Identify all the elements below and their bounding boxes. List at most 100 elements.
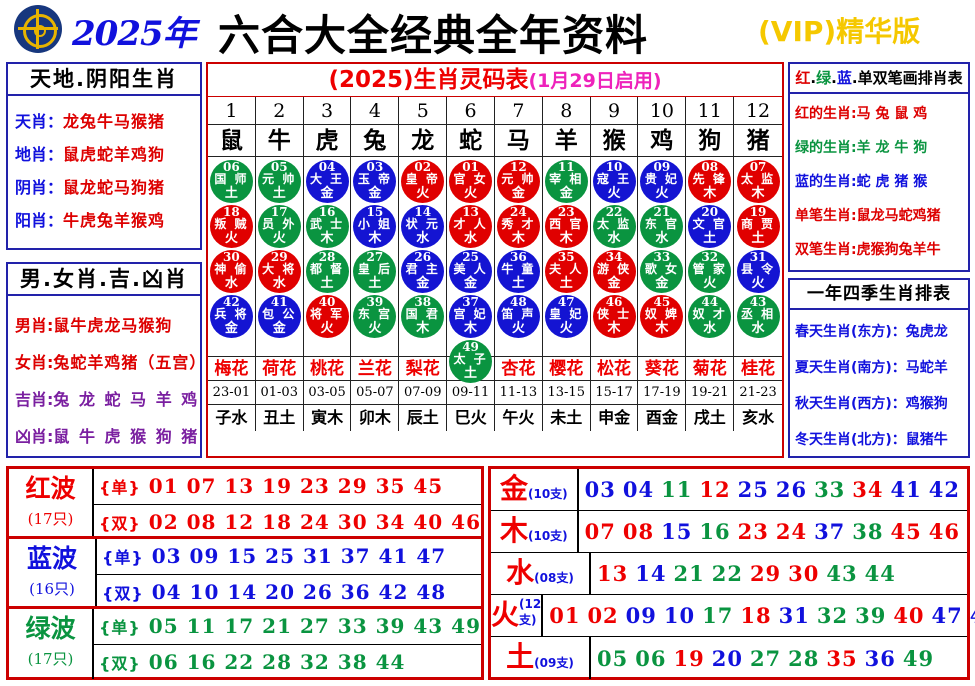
element-number[interactable]: 09 bbox=[625, 603, 657, 628]
element-number[interactable]: 34 bbox=[852, 477, 884, 502]
zodiac-number-ball[interactable]: 47 皇 妃火 bbox=[544, 295, 588, 338]
element-number[interactable]: 06 bbox=[635, 645, 667, 671]
zodiac-number-ball[interactable]: 45 奴 婢木 bbox=[640, 295, 684, 338]
zodiac-number-ball[interactable]: 12 元 帅金 bbox=[496, 160, 540, 203]
zodiac-number-ball[interactable]: 48 笛 声火 bbox=[496, 295, 540, 338]
zodiac-number-ball[interactable]: 11 宰 相金 bbox=[544, 160, 588, 203]
element-number[interactable]: 44 bbox=[864, 561, 896, 586]
element-number[interactable]: 16 bbox=[699, 519, 731, 544]
element-number[interactable]: 19 bbox=[673, 645, 705, 671]
zodiac-number-ball[interactable]: 49 太 子土 bbox=[449, 340, 493, 383]
zodiac-number-ball[interactable]: 05 元 帅土 bbox=[257, 160, 301, 203]
zodiac-number-ball[interactable]: 10 寇 王火 bbox=[592, 160, 636, 203]
element-number[interactable]: 47 bbox=[931, 603, 963, 628]
zodiac-number-ball[interactable]: 37 宫 妃木 bbox=[449, 295, 493, 338]
zodiac-number-ball[interactable]: 20 文 官土 bbox=[688, 205, 732, 248]
zodiac-number-ball[interactable]: 41 包 公金 bbox=[257, 295, 301, 338]
zodiac-number-ball[interactable]: 24 秀 才木 bbox=[496, 205, 540, 248]
element-number[interactable]: 14 bbox=[635, 561, 667, 586]
zodiac-number-ball[interactable]: 21 东 官水 bbox=[640, 205, 684, 248]
zodiac-number-ball[interactable]: 19 商 贾土 bbox=[736, 205, 780, 248]
element-number[interactable]: 39 bbox=[855, 603, 887, 628]
element-number[interactable]: 10 bbox=[663, 603, 696, 628]
zodiac-number-ball[interactable]: 42 兵 将金 bbox=[209, 295, 253, 338]
element-number[interactable]: 25 bbox=[737, 477, 769, 502]
zodiac-number-ball[interactable]: 31 县 令火 bbox=[736, 250, 780, 293]
zodiac-number-ball[interactable]: 06 国 师土 bbox=[209, 160, 253, 203]
element-number[interactable]: 48 bbox=[970, 603, 975, 628]
element-number[interactable]: 07 bbox=[584, 519, 616, 544]
zodiac-number-ball[interactable]: 32 管 家火 bbox=[688, 250, 732, 293]
zodiac-flower-cell: 兰花 bbox=[351, 357, 400, 381]
element-number[interactable]: 29 bbox=[749, 561, 782, 586]
element-number[interactable]: 18 bbox=[740, 603, 772, 628]
element-number[interactable]: 37 bbox=[814, 519, 846, 544]
zodiac-number-ball[interactable]: 43 丞 相水 bbox=[736, 295, 780, 338]
element-number[interactable]: 26 bbox=[775, 477, 808, 502]
element-number[interactable]: 23 bbox=[737, 519, 769, 544]
element-number[interactable]: 08 bbox=[622, 519, 655, 544]
element-number[interactable]: 01 bbox=[549, 603, 581, 628]
zodiac-number-ball[interactable]: 39 东 宫火 bbox=[353, 295, 397, 338]
zodiac-number-ball[interactable]: 29 大 将水 bbox=[257, 250, 301, 293]
zodiac-number-ball[interactable]: 26 君 主金 bbox=[401, 250, 445, 293]
zodiac-number-ball[interactable]: 38 国 君木 bbox=[401, 295, 445, 338]
zodiac-number-ball[interactable]: 14 状 元水 bbox=[401, 205, 445, 248]
zodiac-number-ball[interactable]: 03 玉 帝金 bbox=[353, 160, 397, 203]
element-number[interactable]: 42 bbox=[928, 477, 960, 502]
zodiac-number-ball[interactable]: 25 美 人金 bbox=[449, 250, 493, 293]
element-number[interactable]: 15 bbox=[661, 519, 693, 544]
zodiac-number-ball[interactable]: 23 西 官木 bbox=[544, 205, 588, 248]
zodiac-number-ball[interactable]: 13 才 人水 bbox=[449, 205, 493, 248]
element-number[interactable]: 43 bbox=[826, 561, 858, 586]
zodiac-number-ball[interactable]: 16 武 士木 bbox=[305, 205, 349, 248]
zodiac-number-ball[interactable]: 01 官 女火 bbox=[449, 160, 493, 203]
element-number[interactable]: 30 bbox=[788, 561, 820, 586]
element-number[interactable]: 13 bbox=[597, 561, 629, 586]
zodiac-number-ball[interactable]: 27 皇 后土 bbox=[353, 250, 397, 293]
element-number[interactable]: 12 bbox=[699, 477, 731, 502]
element-number[interactable]: 21 bbox=[673, 561, 705, 586]
zodiac-number-ball[interactable]: 35 夫 人土 bbox=[544, 250, 588, 293]
zodiac-number-ball[interactable]: 02 皇 帝火 bbox=[401, 160, 445, 203]
element-number[interactable]: 04 bbox=[622, 477, 655, 502]
ball-number: 04 bbox=[318, 160, 336, 174]
zodiac-number-ball[interactable]: 15 小 姐木 bbox=[353, 205, 397, 248]
element-number[interactable]: 05 bbox=[597, 645, 629, 671]
element-number[interactable]: 38 bbox=[852, 519, 884, 544]
zodiac-number-ball[interactable]: 17 员 外火 bbox=[257, 205, 301, 248]
zodiac-number-ball[interactable]: 07 太 监木 bbox=[736, 160, 780, 203]
element-number[interactable]: 40 bbox=[893, 603, 925, 628]
zodiac-number-ball[interactable]: 22 太 监水 bbox=[592, 205, 636, 248]
zodiac-number-ball[interactable]: 09 贵 妃火 bbox=[640, 160, 684, 203]
element-number[interactable]: 11 bbox=[661, 477, 693, 502]
element-number[interactable]: 45 bbox=[890, 519, 922, 544]
element-number[interactable]: 36 bbox=[864, 645, 896, 671]
element-number[interactable]: 31 bbox=[778, 603, 810, 628]
element-number[interactable]: 02 bbox=[587, 603, 619, 628]
zodiac-number-ball[interactable]: 46 侠 士木 bbox=[592, 295, 636, 338]
element-number[interactable]: 33 bbox=[814, 477, 846, 502]
element-number[interactable]: 20 bbox=[711, 645, 743, 671]
element-number[interactable]: 27 bbox=[749, 645, 782, 671]
element-number[interactable]: 22 bbox=[711, 561, 743, 586]
element-number[interactable]: 03 bbox=[584, 477, 616, 502]
element-number[interactable]: 49 bbox=[902, 645, 935, 671]
zodiac-number-ball[interactable]: 44 奴 才水 bbox=[688, 295, 732, 338]
element-number[interactable]: 24 bbox=[775, 519, 808, 544]
zodiac-number-ball[interactable]: 08 先 锋木 bbox=[688, 160, 732, 203]
element-number[interactable]: 35 bbox=[826, 645, 858, 671]
element-number[interactable]: 46 bbox=[928, 519, 960, 544]
zodiac-number-ball[interactable]: 40 将 军火 bbox=[305, 295, 349, 338]
zodiac-number-ball[interactable]: 18 叛 贼火 bbox=[209, 205, 253, 248]
element-number[interactable]: 17 bbox=[702, 603, 734, 628]
element-number[interactable]: 28 bbox=[788, 645, 820, 671]
zodiac-number-ball[interactable]: 33 歌 女金 bbox=[640, 250, 684, 293]
zodiac-number-ball[interactable]: 36 牛 童土 bbox=[496, 250, 540, 293]
zodiac-number-ball[interactable]: 34 游 侠金 bbox=[592, 250, 636, 293]
zodiac-number-ball[interactable]: 04 大 王金 bbox=[305, 160, 349, 203]
zodiac-number-ball[interactable]: 28 都 督土 bbox=[305, 250, 349, 293]
element-number[interactable]: 41 bbox=[890, 477, 922, 502]
zodiac-number-ball[interactable]: 30 神 偷水 bbox=[209, 250, 253, 293]
element-number[interactable]: 32 bbox=[816, 603, 849, 628]
